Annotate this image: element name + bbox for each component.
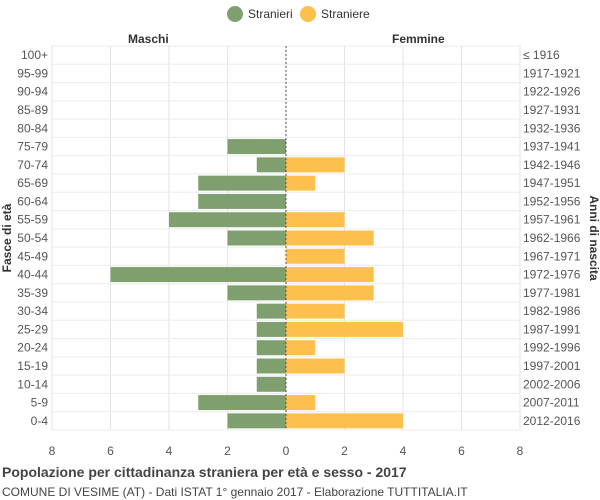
birth-year-label: 1992-1996 (523, 341, 581, 355)
bar-female-30-34 (286, 303, 345, 319)
bar-male-55-59 (169, 212, 286, 228)
bar-female-40-44 (286, 267, 374, 283)
bar-male-75-79 (227, 139, 286, 155)
age-band-label: 55-59 (17, 213, 48, 227)
age-band-label: 25-29 (17, 322, 48, 336)
bar-male-0-4 (227, 413, 286, 429)
legend-swatch-females (300, 6, 316, 22)
bar-male-70-74 (256, 157, 286, 173)
bar-male-10-14 (256, 376, 286, 392)
bar-male-30-34 (256, 303, 286, 319)
age-band-label: 40-44 (17, 268, 48, 282)
bar-female-35-39 (286, 285, 374, 301)
bar-female-15-19 (286, 358, 345, 374)
legend-label-males: Stranieri (248, 7, 293, 21)
age-band-label: 75-79 (17, 140, 48, 154)
legend-item-females[interactable]: Straniere (300, 6, 370, 22)
bar-male-5-9 (198, 395, 286, 411)
age-band-label: 15-19 (17, 359, 48, 373)
bar-male-20-24 (256, 340, 286, 356)
x-tick-label: 0 (283, 444, 290, 458)
birth-year-label: 1997-2001 (523, 359, 581, 373)
x-tick-label: 8 (49, 444, 56, 458)
bar-male-15-19 (256, 358, 286, 374)
bar-male-40-44 (110, 267, 286, 283)
x-tick-label: 2 (341, 444, 348, 458)
age-band-label: 65-69 (17, 176, 48, 190)
bar-male-25-29 (256, 321, 286, 337)
males-side-label: Maschi (128, 32, 169, 46)
age-band-label: 80-84 (17, 121, 48, 135)
birth-year-label: 1977-1981 (523, 286, 581, 300)
birth-year-label: 1972-1976 (523, 268, 581, 282)
age-band-label: 60-64 (17, 194, 48, 208)
population-pyramid-chart: 8 6 4 2 0 2 4 6 8 100+ ≤ 1916 95-99 1917-1921 90-94 19… (0, 45, 600, 458)
age-band-label: 30-34 (17, 304, 48, 318)
age-band-label: 10-14 (17, 377, 48, 391)
age-band-label: 0-4 (31, 414, 49, 428)
x-tick-label: 6 (107, 444, 114, 458)
birth-year-label: 1942-1946 (523, 158, 581, 172)
birth-year-label: 1937-1941 (523, 140, 581, 154)
bar-male-60-64 (198, 193, 286, 209)
age-band-label: 5-9 (31, 396, 49, 410)
x-tick-label: 4 (400, 444, 407, 458)
age-band-label: 95-99 (17, 66, 48, 80)
females-side-label: Femmine (392, 32, 445, 46)
birth-year-label: 1947-1951 (523, 176, 581, 190)
x-tick-label: 2 (224, 444, 231, 458)
chart-subtitle: COMUNE DI VESIME (AT) - Dati ISTAT 1° ge… (2, 485, 468, 499)
birth-year-label: 1957-1961 (523, 213, 581, 227)
birth-year-label: 1922-1926 (523, 85, 581, 99)
legend: Stranieri Straniere (0, 6, 600, 26)
y-axis-title-right: Anni di nascita (587, 195, 600, 281)
age-band-label: 35-39 (17, 286, 48, 300)
bar-female-25-29 (286, 321, 403, 337)
bar-female-5-9 (286, 395, 316, 411)
birth-year-label: 2002-2006 (523, 377, 581, 391)
bar-female-0-4 (286, 413, 403, 429)
age-band-label: 70-74 (17, 158, 48, 172)
age-band-label: 90-94 (17, 85, 48, 99)
x-tick-label: 8 (517, 444, 524, 458)
birth-year-label: 1917-1921 (523, 66, 581, 80)
age-band-label: 100+ (21, 48, 48, 62)
bar-female-20-24 (286, 340, 316, 356)
birth-year-label: 1932-1936 (523, 121, 581, 135)
birth-year-label: ≤ 1916 (523, 48, 560, 62)
x-tick-label: 4 (166, 444, 173, 458)
legend-item-males[interactable]: Stranieri (227, 6, 293, 22)
x-tick-label: 6 (458, 444, 465, 458)
bar-female-65-69 (286, 175, 316, 191)
legend-swatch-males (227, 6, 243, 22)
birth-year-label: 2007-2011 (523, 396, 580, 410)
bar-female-55-59 (286, 212, 345, 228)
bar-male-35-39 (227, 285, 286, 301)
bar-male-65-69 (198, 175, 286, 191)
chart-title: Popolazione per cittadinanza straniera p… (2, 464, 407, 480)
birth-year-label: 2012-2016 (523, 414, 581, 428)
birth-year-label: 1952-1956 (523, 194, 581, 208)
age-band-label: 20-24 (17, 341, 48, 355)
age-band-label: 85-89 (17, 103, 48, 117)
bar-female-70-74 (286, 157, 345, 173)
legend-label-females: Straniere (321, 7, 370, 21)
birth-year-label: 1962-1966 (523, 231, 581, 245)
birth-year-label: 1927-1931 (523, 103, 581, 117)
age-band-label: 50-54 (17, 231, 48, 245)
bar-female-50-54 (286, 230, 374, 246)
y-axis-title-left: Fasce di età (0, 203, 14, 272)
birth-year-label: 1982-1986 (523, 304, 581, 318)
bar-female-45-49 (286, 248, 345, 264)
age-band-label: 45-49 (17, 249, 48, 263)
birth-year-label: 1987-1991 (523, 322, 581, 336)
birth-year-label: 1967-1971 (523, 249, 581, 263)
bar-male-50-54 (227, 230, 286, 246)
